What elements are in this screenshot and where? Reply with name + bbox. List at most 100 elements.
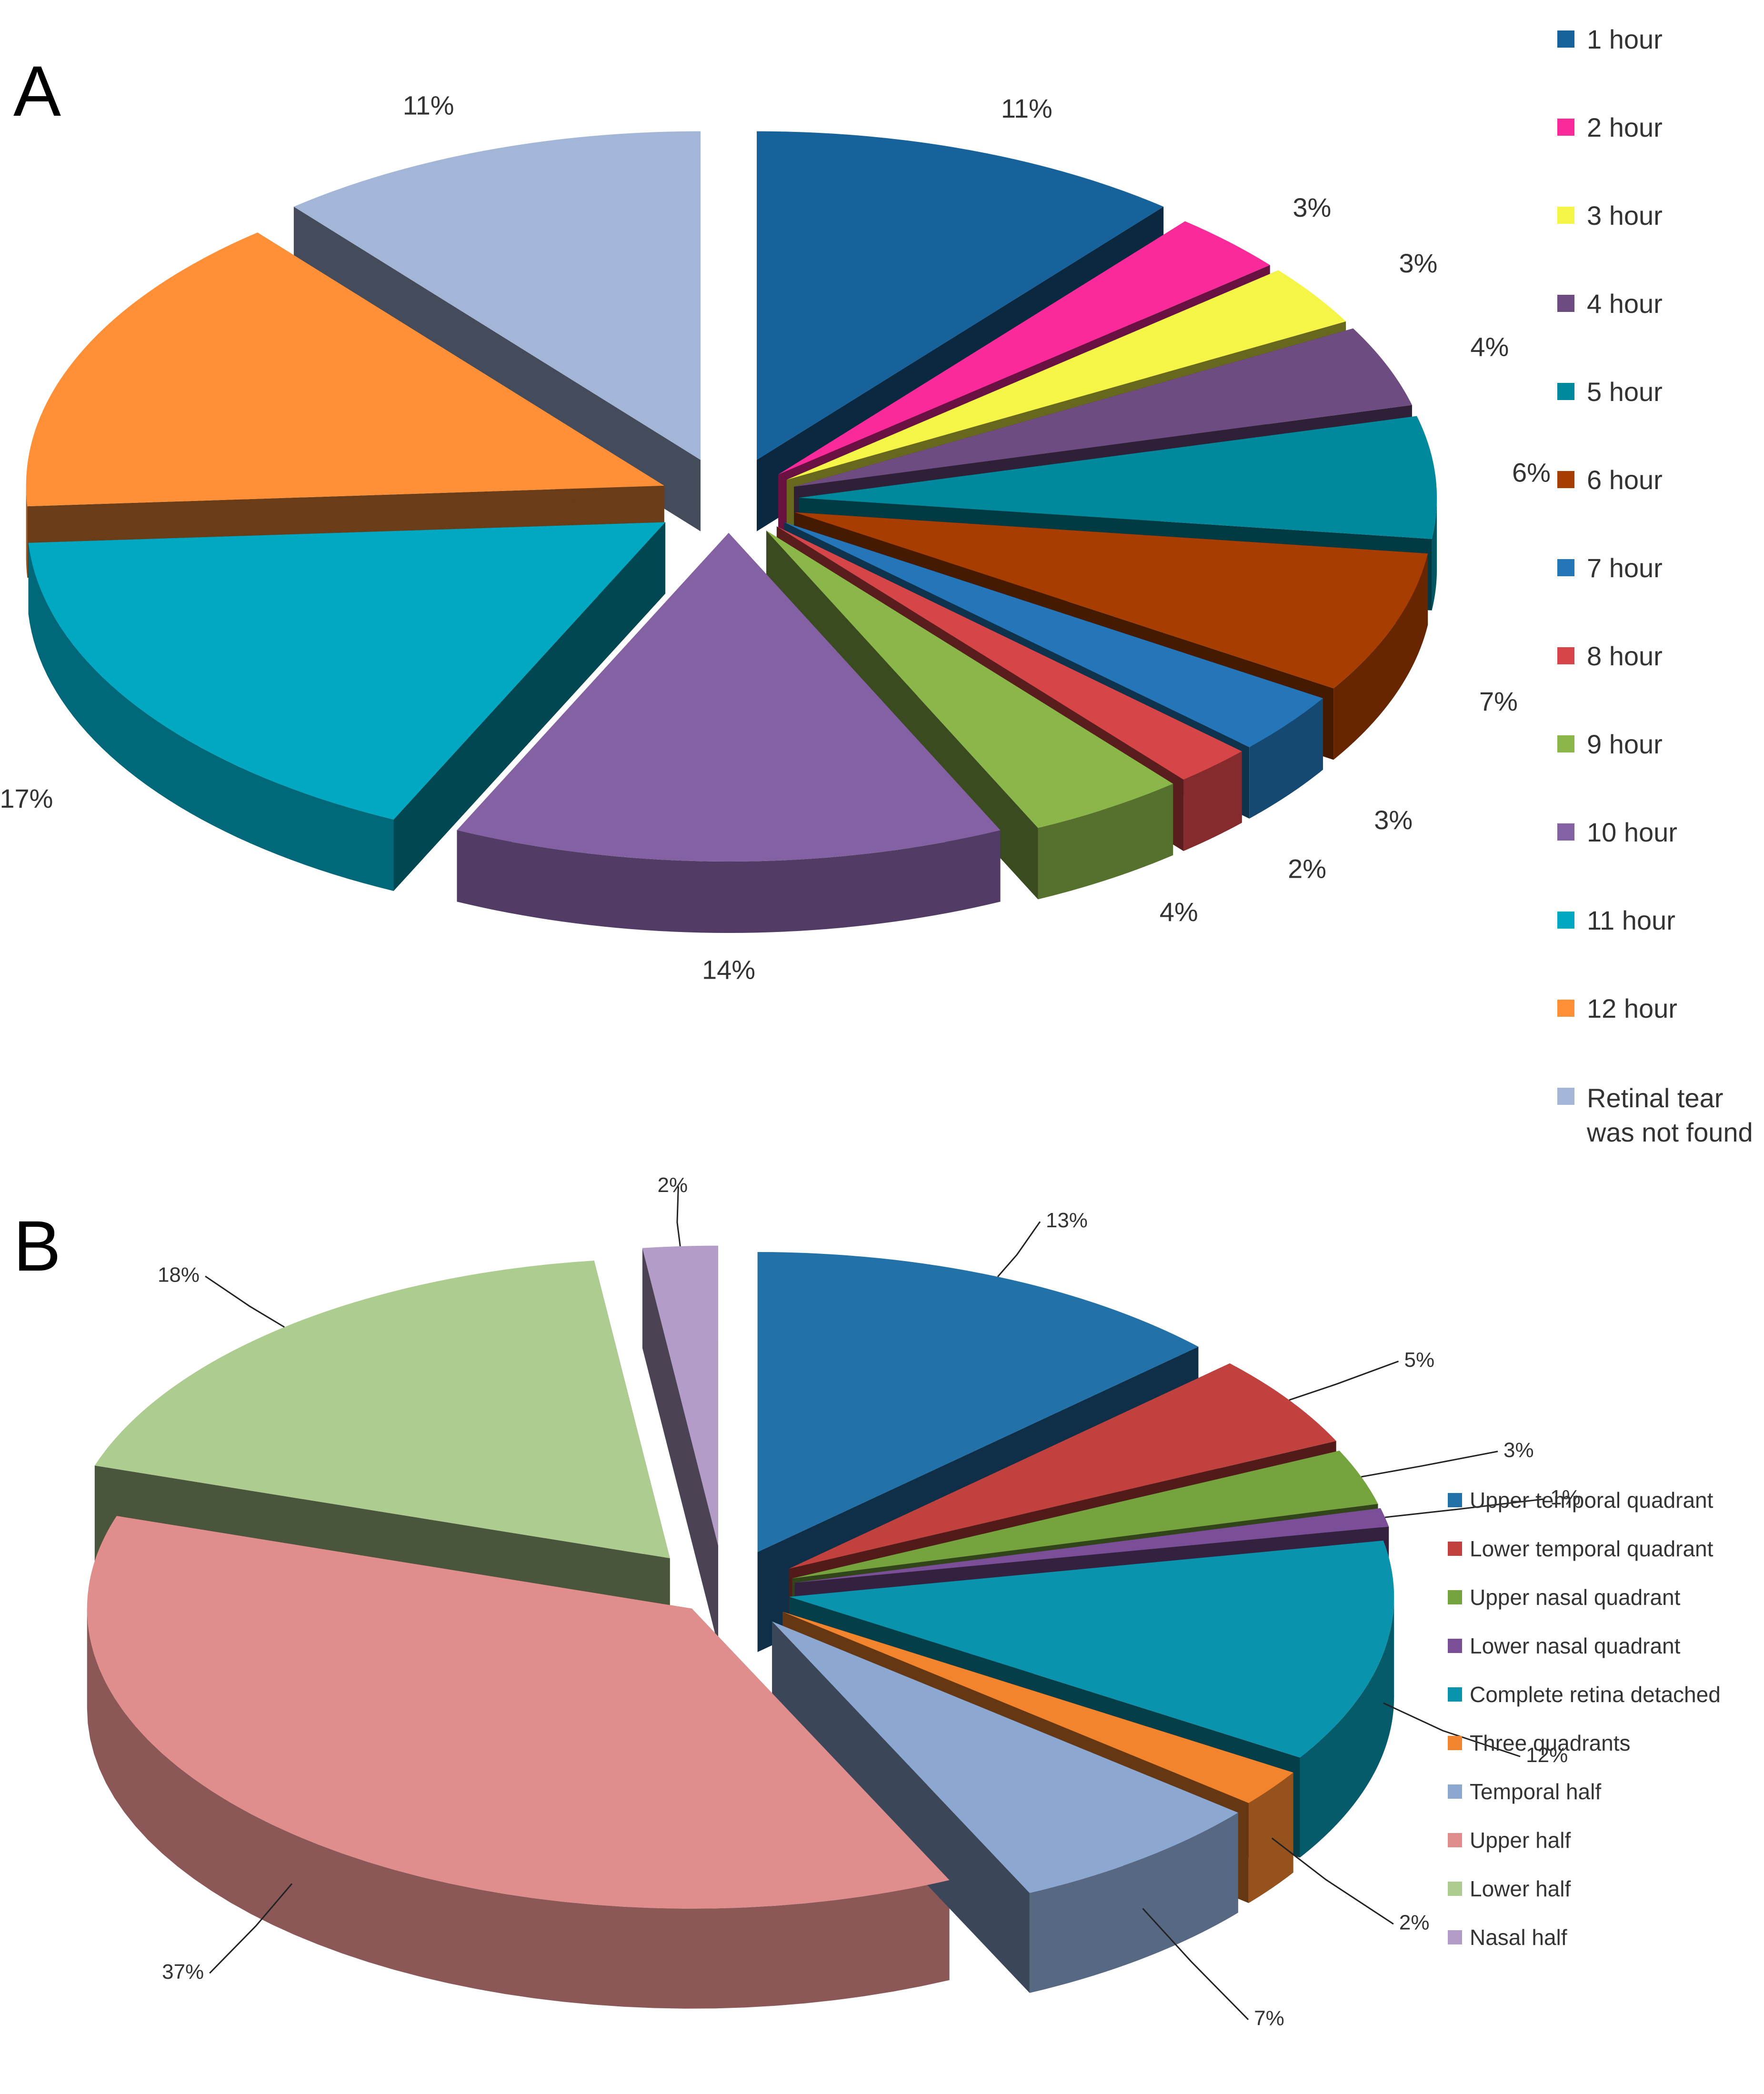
legend-label: Three quadrants xyxy=(1470,1731,1631,1755)
legend-item-upper-nasal-quadrant: Upper nasal quadrant xyxy=(1448,1584,1680,1610)
legend-swatch xyxy=(1557,295,1574,312)
leader-line-complete-retina-detached xyxy=(1383,1702,1521,1757)
legend-label: Temporal half xyxy=(1470,1779,1602,1804)
pie-chart-a: 11%3%3%4%6%7%3%2%4%14%17%15%11% xyxy=(0,90,1551,984)
legend-item-upper-temporal-quadrant: Upper temporal quadrant xyxy=(1448,1487,1713,1513)
legend-label: 9 hour xyxy=(1587,729,1663,759)
pct-label-upper-nasal-quadrant: 3% xyxy=(1503,1438,1534,1462)
legend-label: Lower half xyxy=(1470,1876,1571,1901)
slice-side-8-hour xyxy=(1183,751,1242,851)
legend-label: Upper half xyxy=(1470,1828,1571,1853)
legend-item-retinal-tear-was-not-found: Retinal tear was not found xyxy=(1557,1081,1758,1150)
legend-swatch xyxy=(1448,1493,1462,1507)
slice-side-12-hour xyxy=(26,485,28,578)
legend-label: Retinal tear was not found xyxy=(1587,1083,1753,1147)
pct-label-lower-half: 18% xyxy=(158,1263,200,1286)
panel-b: B 13% 5% 3% 1% 12% 2% 7% 37% 18% 2% Upper tempora… xyxy=(0,1152,1764,2094)
slice-side-temporal-half xyxy=(1029,1813,1238,1993)
legend-swatch xyxy=(1557,383,1574,400)
legend-swatch xyxy=(1448,1590,1462,1604)
slice-wall-nasal-half xyxy=(642,1248,719,1646)
slice-side-upper-half xyxy=(87,1608,950,2009)
legend-swatch xyxy=(1448,1930,1462,1944)
pct-label-nasal-half: 2% xyxy=(658,1173,688,1197)
leader-line-lower-half xyxy=(205,1275,285,1328)
leader-line-upper-temporal-quadrant xyxy=(997,1221,1041,1277)
leader-line-upper-half xyxy=(209,1883,293,1974)
legend-label: 5 hour xyxy=(1587,377,1663,407)
slice-nasal-half xyxy=(642,1245,719,1546)
slice-temporal-half xyxy=(772,1621,1238,1893)
pct-label-upper-temporal-quadrant: 13% xyxy=(1046,1209,1088,1232)
legend-item-9-hour: 9 hour xyxy=(1557,729,1663,760)
pct-label-upper-half: 37% xyxy=(162,1960,204,1984)
legend-label: 8 hour xyxy=(1587,641,1663,671)
pie-tops xyxy=(87,1245,1394,1909)
slice-3-hour xyxy=(786,270,1346,480)
legend-item-5-hour: 5 hour xyxy=(1557,376,1663,407)
legend-swatch xyxy=(1448,1736,1462,1750)
legend-label: Upper nasal quadrant xyxy=(1470,1585,1681,1610)
legend-swatch xyxy=(1557,30,1574,48)
pct-label-5-hour: 6% xyxy=(1512,458,1551,488)
legend-item-three-quadrants: Three quadrants xyxy=(1448,1730,1631,1756)
pct-label-1-hour: 11% xyxy=(1001,93,1052,123)
leader-line-temporal-half xyxy=(1142,1908,1249,2020)
legend-item-4-hour: 4 hour xyxy=(1557,288,1663,319)
legend-swatch xyxy=(1557,119,1574,136)
slice-4-hour xyxy=(794,328,1412,487)
slice-2-hour xyxy=(778,221,1270,475)
slice-upper-nasal-quadrant xyxy=(792,1451,1378,1579)
slice-complete-retina-detached xyxy=(789,1540,1394,1758)
pct-label-3-hour: 3% xyxy=(1399,248,1438,278)
legend-item-nasal-half: Nasal half xyxy=(1448,1924,1567,1950)
pct-label-10-hour: 14% xyxy=(702,954,755,984)
legend-item-lower-half: Lower half xyxy=(1448,1876,1571,1902)
legend-swatch xyxy=(1557,207,1574,224)
pie-labels: 11%3%3%4%6%7%3%2%4%14%17%15%11% xyxy=(0,90,1551,984)
legend-item-11-hour: 11 hour xyxy=(1557,905,1675,936)
slice-8-hour xyxy=(776,526,1242,780)
pct-label-4-hour: 4% xyxy=(1470,331,1509,361)
pct-label-lower-temporal-quadrant: 5% xyxy=(1404,1348,1435,1372)
slice-side-11-hour xyxy=(28,542,394,891)
legend-label: 12 hour xyxy=(1587,993,1677,1023)
slice-side-complete-retina-detached xyxy=(1300,1596,1394,1858)
pct-label-temporal-half: 7% xyxy=(1254,2006,1284,2030)
legend-item-12-hour: 12 hour xyxy=(1557,993,1677,1024)
legend-item-10-hour: 10 hour xyxy=(1557,817,1677,848)
legend-label: 6 hour xyxy=(1587,465,1663,495)
slice-6-hour xyxy=(794,512,1428,689)
slice-11-hour xyxy=(28,522,666,820)
legend-item-lower-nasal-quadrant: Lower nasal quadrant xyxy=(1448,1633,1680,1659)
legend-swatch xyxy=(1557,471,1574,488)
legend-label: Nasal half xyxy=(1470,1925,1567,1950)
legend-swatch xyxy=(1557,1088,1574,1105)
legend-swatch xyxy=(1448,1784,1462,1799)
legend-swatch xyxy=(1448,1687,1462,1702)
pct-label-9-hour: 4% xyxy=(1160,897,1198,927)
pct-label-retinal-tear-was-not-found: 11% xyxy=(403,90,454,120)
legend-swatch xyxy=(1557,823,1574,841)
pct-label-lower-nasal-quadrant: 1% xyxy=(1550,1486,1581,1509)
legend-label: 1 hour xyxy=(1587,24,1663,54)
legend-swatch xyxy=(1448,1882,1462,1896)
pct-label-complete-retina-detached: 12% xyxy=(1526,1743,1568,1767)
legend-label: Lower nasal quadrant xyxy=(1470,1633,1681,1658)
slice-retinal-tear-was-not-found xyxy=(293,131,701,460)
legend-item-8-hour: 8 hour xyxy=(1557,641,1663,671)
pie-chart-b: 13% 5% 3% 1% 12% 2% 7% 37% 18% 2% xyxy=(87,1173,1581,2030)
slice-9-hour xyxy=(766,531,1173,828)
legend-item-lower-temporal-quadrant: Lower temporal quadrant xyxy=(1448,1536,1713,1562)
legend-label: 11 hour xyxy=(1587,905,1675,935)
legend-label: 3 hour xyxy=(1587,200,1663,230)
leader-line-three-quadrants xyxy=(1271,1837,1394,1925)
legend-swatch xyxy=(1557,647,1574,664)
leader-line-lower-nasal-quadrant xyxy=(1384,1498,1545,1518)
leader-line-nasal-half xyxy=(676,1186,681,1247)
pct-label-8-hour: 2% xyxy=(1288,854,1326,884)
slice-wall-11-hour xyxy=(393,522,666,891)
pct-label-11-hour: 17% xyxy=(0,783,53,813)
pct-label-7-hour: 3% xyxy=(1374,805,1413,835)
slice-upper-half xyxy=(87,1516,950,1909)
